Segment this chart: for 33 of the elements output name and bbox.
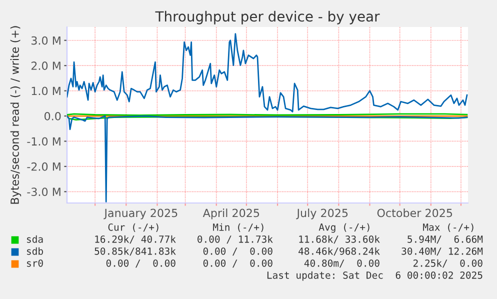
text: 16.29k/ 40.77k bbox=[95, 235, 176, 244]
legend-label: sdb bbox=[27, 247, 43, 255]
text: 48.46k/968.24k bbox=[298, 247, 380, 256]
y-tick-label: -1.0 M bbox=[27, 137, 60, 146]
text: 50.85k/841.83k bbox=[94, 247, 176, 256]
y-tick-label: 2.0 M bbox=[31, 62, 60, 70]
y-tick-label: -2.0 M bbox=[27, 162, 60, 171]
text: 30.40M/ 12.26M bbox=[402, 247, 483, 256]
chart-title: Throughput per device - by year bbox=[155, 10, 380, 24]
text: 0.00 / 0.00 bbox=[106, 259, 176, 268]
text: 2.25k/ 0.00 bbox=[413, 259, 482, 268]
legend-label: sr0 bbox=[27, 259, 43, 267]
text: 0.00 / 0.00 bbox=[203, 247, 272, 256]
x-tick-label: January 2025 bbox=[104, 208, 178, 220]
text: 40.80m/ 0.00 bbox=[304, 259, 380, 268]
x-tick-label: April 2025 bbox=[202, 208, 260, 220]
x-tick-label: July 2025 bbox=[296, 208, 348, 220]
y-tick-label: 0.0 bbox=[44, 112, 61, 120]
y-tick-label: 3.0 M bbox=[32, 36, 60, 45]
legend-label: sda bbox=[27, 235, 43, 243]
y-axis-title: Bytes/second read (-) / write (+) bbox=[10, 26, 22, 204]
text: Avg (-/+) bbox=[318, 223, 370, 233]
y-tick-label: -3.0 M bbox=[27, 188, 60, 196]
text: 0.00 / 11.73k bbox=[198, 235, 273, 244]
text: Min (-/+) bbox=[213, 223, 264, 232]
text: 0.00 / 0.00 bbox=[203, 259, 272, 268]
text: Last update: Sat Dec 6 00:00:02 2025 bbox=[267, 271, 482, 281]
text: Cur (-/+) bbox=[108, 223, 158, 232]
text: 5.94M/ 6.66M bbox=[408, 235, 483, 244]
x-tick-label: October 2025 bbox=[377, 208, 452, 218]
text: 11.68k/ 33.60k bbox=[299, 235, 380, 244]
text: Max (-/+) bbox=[423, 223, 474, 232]
y-tick-label: 1.0 M bbox=[32, 86, 60, 96]
